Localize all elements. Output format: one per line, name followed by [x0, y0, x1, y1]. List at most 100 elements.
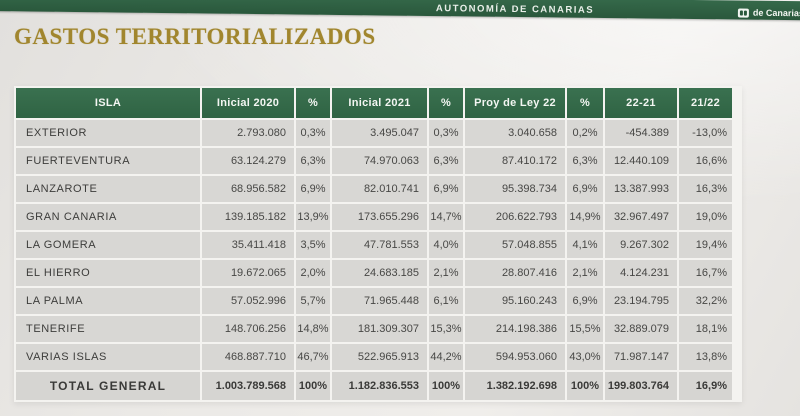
cell-diff-22-21: -454.389: [605, 120, 677, 146]
cell-diff-22-21: 32.889.079: [605, 316, 677, 342]
cell-pct-2020: 46,7%: [296, 344, 330, 370]
cell-pct-22: 0,2%: [567, 120, 603, 146]
cell-pct-2021: 4,0%: [429, 232, 463, 258]
table-header-row: ISLA Inicial 2020 % Inicial 2021 % Proy …: [16, 88, 740, 118]
column-header-pct-2020: %: [296, 88, 330, 118]
cell-pct-2020: 3,5%: [296, 232, 330, 258]
gastos-territorializados-table: ISLA Inicial 2020 % Inicial 2021 % Proy …: [14, 86, 742, 402]
cell-proy-ley-22: 594.953.060: [465, 344, 565, 370]
cell-proy-ley-22: 57.048.855: [465, 232, 565, 258]
cell-inicial-2021: 3.495.047: [332, 120, 427, 146]
cell-proy-ley-22: 28.807.416: [465, 260, 565, 286]
table-row: FUERTEVENTURA 63.124.279 6,3% 74.970.063 6,3…: [16, 148, 740, 174]
cell-pct-22: 43,0%: [567, 344, 603, 370]
cell-isla: LA GOMERA: [16, 232, 200, 258]
column-header-21-22: 21/22: [679, 88, 732, 118]
table-row: LANZAROTE 68.956.582 6,9% 82.010.741 6,9% 95.…: [16, 176, 740, 202]
cell-pct-2020: 5,7%: [296, 288, 330, 314]
cell-pct-2020: 14,8%: [296, 316, 330, 342]
cell-inicial-2020: 57.052.996: [202, 288, 294, 314]
cell-inicial-2021: 24.683.185: [332, 260, 427, 286]
cell-pct-21-22: 19,4%: [679, 232, 732, 258]
cell-inicial-2021: 173.655.296: [332, 204, 427, 230]
cell-pct-21-22: 18,1%: [679, 316, 732, 342]
cell-diff-22-21: 71.987.147: [605, 344, 677, 370]
cell-inicial-2021: 82.010.741: [332, 176, 427, 202]
cell-proy-ley-22: 95.160.243: [465, 288, 565, 314]
cell-pct-2020: 0,3%: [296, 120, 330, 146]
cell-inicial-2021: 71.965.448: [332, 288, 427, 314]
cell-inicial-2020: 139.185.182: [202, 204, 294, 230]
cell-isla: VARIAS ISLAS: [16, 344, 200, 370]
cell-pct-22: 6,3%: [567, 148, 603, 174]
cell-inicial-2021: 181.309.307: [332, 316, 427, 342]
header-bar-title: AUTONOMÍA DE CANARIAS: [435, 3, 595, 16]
cell-total-inicial-2020: 1.003.789.568: [202, 372, 294, 400]
column-header-pct-2021: %: [429, 88, 463, 118]
header-bar: AUTONOMÍA DE CANARIAS de Canarias: [0, 0, 800, 21]
table-row: TENERIFE 148.706.256 14,8% 181.309.307 15,3%…: [16, 316, 740, 342]
table-row: GRAN CANARIA 139.185.182 13,9% 173.655.296 1…: [16, 204, 740, 230]
cell-total-diff-22-21: 199.803.764: [605, 372, 677, 400]
cell-diff-22-21: 13.387.993: [605, 176, 677, 202]
cell-proy-ley-22: 214.198.386: [465, 316, 565, 342]
table-row: LA GOMERA 35.411.418 3,5% 47.781.553 4,0% 57.…: [16, 232, 740, 258]
cell-proy-ley-22: 3.040.658: [465, 120, 565, 146]
cell-pct-22: 6,9%: [567, 288, 603, 314]
cell-total-label: TOTAL GENERAL: [16, 372, 200, 400]
cell-isla: FUERTEVENTURA: [16, 148, 200, 174]
cell-inicial-2020: 35.411.418: [202, 232, 294, 258]
cell-total-proy-ley-22: 1.382.192.698: [465, 372, 565, 400]
cell-pct-2020: 6,3%: [296, 148, 330, 174]
cell-isla: LANZAROTE: [16, 176, 200, 202]
page-title: GASTOS TERRITORIALIZADOS: [14, 24, 376, 49]
table-body: EXTERIOR 2.793.080 0,3% 3.495.047 0,3% 3.040.…: [16, 120, 740, 370]
cell-diff-22-21: 4.124.231: [605, 260, 677, 286]
cell-total-pct-2021: 100%: [429, 372, 463, 400]
column-header-inicial-2020: Inicial 2020: [202, 88, 294, 118]
cell-proy-ley-22: 87.410.172: [465, 148, 565, 174]
table-row: EL HIERRO 19.672.065 2,0% 24.683.185 2,1% 28.…: [16, 260, 740, 286]
cell-inicial-2020: 468.887.710: [202, 344, 294, 370]
column-header-inicial-2021: Inicial 2021: [332, 88, 427, 118]
cell-inicial-2021: 47.781.553: [332, 232, 427, 258]
cell-pct-2021: 6,1%: [429, 288, 463, 314]
cell-diff-22-21: 9.267.302: [605, 232, 677, 258]
cell-inicial-2020: 148.706.256: [202, 316, 294, 342]
cell-inicial-2021: 74.970.063: [332, 148, 427, 174]
cell-pct-21-22: 19,0%: [679, 204, 732, 230]
cell-isla: EL HIERRO: [16, 260, 200, 286]
canarias-brand: de Canarias: [737, 8, 800, 18]
cell-pct-2021: 6,3%: [429, 148, 463, 174]
cell-pct-22: 2,1%: [567, 260, 603, 286]
cell-pct-21-22: 16,6%: [679, 148, 732, 174]
column-header-pct-22: %: [567, 88, 603, 118]
cell-pct-2020: 2,0%: [296, 260, 330, 286]
cell-isla: EXTERIOR: [16, 120, 200, 146]
column-header-22-21: 22-21: [605, 88, 677, 118]
cell-inicial-2021: 522.965.913: [332, 344, 427, 370]
cell-pct-21-22: 32,2%: [679, 288, 732, 314]
cell-total-pct-21-22: 16,9%: [679, 372, 732, 400]
cell-isla: TENERIFE: [16, 316, 200, 342]
cell-pct-2021: 6,9%: [429, 176, 463, 202]
cell-pct-21-22: -13,0%: [679, 120, 732, 146]
cell-pct-2021: 44,2%: [429, 344, 463, 370]
cell-pct-2021: 15,3%: [429, 316, 463, 342]
cell-pct-21-22: 16,7%: [679, 260, 732, 286]
gobierno-canarias-logo-icon: [737, 8, 749, 18]
cell-pct-21-22: 13,8%: [679, 344, 732, 370]
cell-proy-ley-22: 95.398.734: [465, 176, 565, 202]
cell-pct-2020: 6,9%: [296, 176, 330, 202]
cell-total-pct-22: 100%: [567, 372, 603, 400]
cell-pct-21-22: 16,3%: [679, 176, 732, 202]
cell-isla: GRAN CANARIA: [16, 204, 200, 230]
cell-inicial-2020: 2.793.080: [202, 120, 294, 146]
cell-diff-22-21: 23.194.795: [605, 288, 677, 314]
cell-inicial-2020: 68.956.582: [202, 176, 294, 202]
table-row: VARIAS ISLAS 468.887.710 46,7% 522.965.913 4…: [16, 344, 740, 370]
cell-pct-22: 6,9%: [567, 176, 603, 202]
cell-pct-22: 14,9%: [567, 204, 603, 230]
cell-pct-2021: 0,3%: [429, 120, 463, 146]
